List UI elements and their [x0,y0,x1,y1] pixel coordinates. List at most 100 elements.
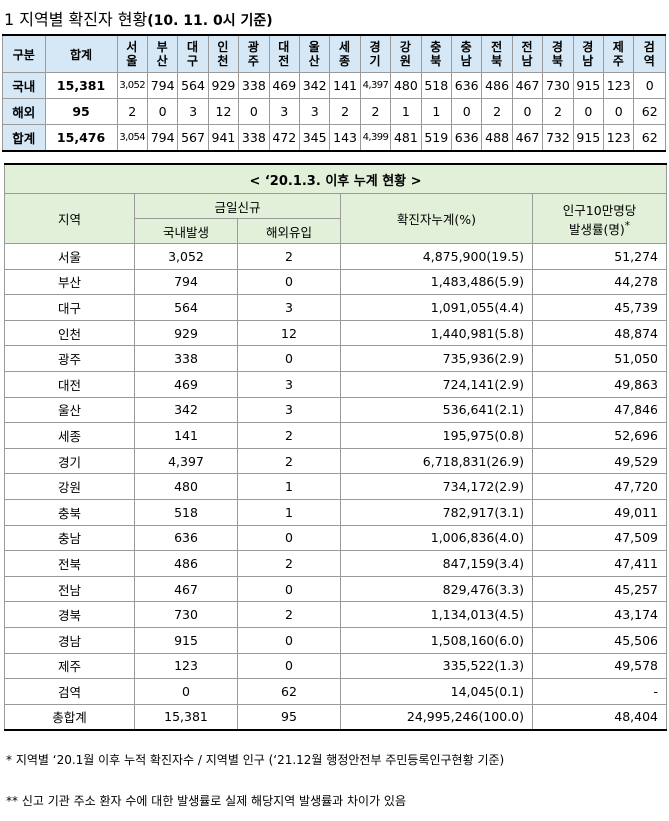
summary-header-region: 대 구 [177,34,209,73]
cumulative-domestic: 4,397 [134,447,238,475]
cumulative-region: 인천 [4,319,135,347]
cumulative-row: 경북 730 2 1,134,013(4.5) 43,174 [4,601,667,628]
cumulative-rate: 48,874 [532,319,667,347]
cumulative-rate: 44,278 [532,268,667,296]
summary-cell: 123 [603,124,635,152]
summary-cell: 794 [146,124,179,152]
summary-cell: 915 [572,124,605,152]
cumulative-domestic: 929 [134,319,238,347]
cumulative-rate: 47,720 [532,473,667,500]
cumulative-region: 강원 [4,473,135,500]
cumulative-region: 대구 [4,294,135,321]
summary-cell: 794 [146,72,179,99]
page-title: 1 지역별 확진자 현황(10. 11. 0시 기준) [4,6,273,30]
summary-cell: 480 [390,72,422,99]
summary-cell: 3,052 [116,72,148,99]
summary-row-label: 합계 [2,124,46,152]
cumulative-region: 대전 [4,370,135,398]
cumulative-total: 1,134,013(4.5) [340,601,533,628]
summary-cell: 472 [268,124,300,152]
summary-cell: 62 [633,98,666,125]
cumulative-total: 1,508,160(6.0) [340,626,533,654]
cumulative-overseas: 3 [237,396,341,424]
cumulative-total: 335,522(1.3) [340,652,533,680]
cumulative-row: 경남 915 0 1,508,160(6.0) 45,506 [4,626,667,654]
cumulative-overseas: 2 [237,243,341,270]
summary-header-region: 경 남 [572,34,605,73]
cumulative-row: 충북 518 1 782,917(3.1) 49,011 [4,498,667,526]
cumulative-region: 제주 [4,652,135,680]
header-today-new: 금일신규 [134,193,341,219]
header-rate: 인구10만명당 발생률(명)* [532,193,667,244]
cumulative-domestic: 141 [134,422,238,449]
summary-row-label: 해외 [2,98,46,125]
cumulative-rate: 49,529 [532,447,667,475]
summary-row: 합계 15,476 3,054 794 567 941 338 472 345 143 4,399 4… [2,124,666,152]
cumulative-row: 검역 0 62 14,045(0.1) - [4,678,667,705]
summary-row-total: 95 [44,98,118,125]
cumulative-region: 검역 [4,678,135,705]
cumulative-domestic: 794 [134,268,238,296]
cumulative-rate: 49,578 [532,652,667,680]
cumulative-total: 14,045(0.1) [340,678,533,705]
summary-cell: 12 [207,98,240,125]
cumulative-total: 782,917(3.1) [340,498,533,526]
cumulative-row: 인천 929 12 1,440,981(5.8) 48,874 [4,319,667,347]
summary-cell: 345 [298,124,331,152]
summary-cell: 2 [116,98,148,125]
cumulative-domestic: 467 [134,575,238,603]
cumulative-region: 경남 [4,626,135,654]
summary-cell: 486 [481,72,513,99]
cumulative-overseas: 3 [237,294,341,321]
summary-cell: 0 [238,98,270,125]
summary-cell: 123 [603,72,635,99]
cumulative-overseas: 0 [237,268,341,296]
summary-cell: 143 [329,124,361,152]
summary-cell: 567 [177,124,209,152]
summary-cell: 0 [572,98,605,125]
cumulative-row: 대전 469 3 724,141(2.9) 49,863 [4,370,667,398]
summary-header-region: 전 북 [481,34,513,73]
summary-header-region: 경 기 [359,34,392,73]
cumulative-domestic: 469 [134,370,238,398]
summary-cell: 1 [420,98,453,125]
summary-header-label: 구분 [2,34,46,73]
cumulative-rate: 45,506 [532,626,667,654]
summary-header-region: 전 남 [511,34,544,73]
summary-cell: 2 [481,98,513,125]
cumulative-region: 경북 [4,601,135,628]
cumulative-rate: 43,174 [532,601,667,628]
header-rate-line2: 발생률(명) [569,221,625,237]
summary-row-total: 15,476 [44,124,118,152]
cumulative-region: 전남 [4,575,135,603]
title-main: 1 지역별 확진자 현황 [4,10,148,29]
cumulative-region: 총합계 [4,703,135,731]
summary-cell: 732 [542,124,574,152]
cumulative-row: 제주 123 0 335,522(1.3) 49,578 [4,652,667,680]
cumulative-row: 세종 141 2 195,975(0.8) 52,696 [4,422,667,449]
summary-header-region: 충 북 [420,34,453,73]
header-rate-line1: 인구10만명당 [562,202,637,218]
cumulative-overseas: 12 [237,319,341,347]
summary-cell: 3,054 [116,124,148,152]
cumulative-rate: 45,739 [532,294,667,321]
cumulative-rate: 45,257 [532,575,667,603]
summary-cell: 929 [207,72,240,99]
cumulative-total: 195,975(0.8) [340,422,533,449]
cumulative-total: 536,641(2.1) [340,396,533,424]
header-domestic: 국내발생 [134,218,238,244]
summary-header-region: 대 전 [268,34,300,73]
summary-cell: 941 [207,124,240,152]
cumulative-overseas: 0 [237,652,341,680]
summary-header-region: 광 주 [238,34,270,73]
summary-cell: 0 [450,98,483,125]
cumulative-total: 829,476(3.3) [340,575,533,603]
summary-cell: 636 [450,124,483,152]
summary-cell: 3 [177,98,209,125]
cumulative-domestic: 342 [134,396,238,424]
cumulative-row: 충남 636 0 1,006,836(4.0) 47,509 [4,524,667,552]
header-cumulative: 확진자누계(%) [340,193,533,244]
summary-cell: 0 [603,98,635,125]
cumulative-total: 735,936(2.9) [340,345,533,372]
